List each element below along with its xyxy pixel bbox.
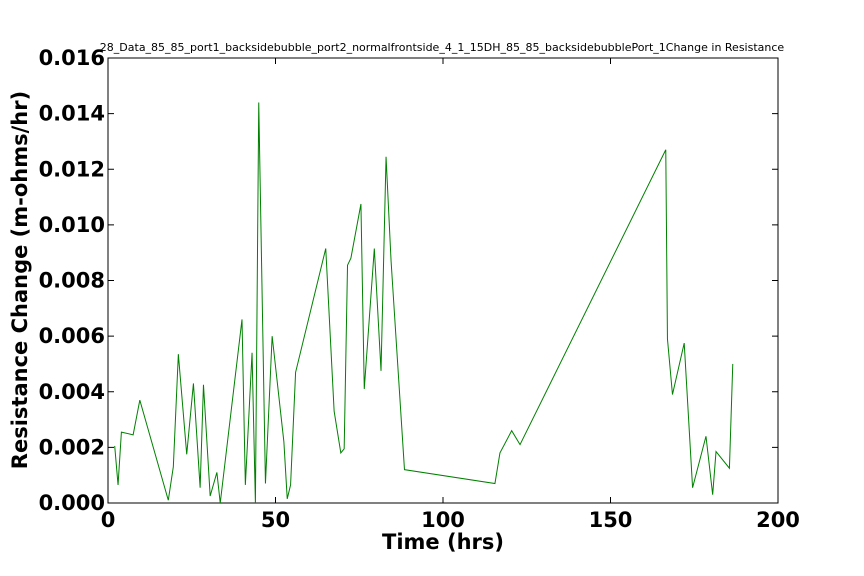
series-line bbox=[114, 102, 734, 504]
y-tick-label: 0.010 bbox=[39, 213, 105, 237]
y-tick-label: 0.002 bbox=[39, 435, 105, 459]
y-tick-label: 0.000 bbox=[39, 491, 105, 515]
y-tick-label: 0.014 bbox=[39, 102, 105, 126]
x-tick-label: 0 bbox=[101, 508, 116, 532]
chart-title: 28_Data_85_85_port1_backsidebubble_port2… bbox=[100, 41, 785, 54]
x-tick-label: 50 bbox=[261, 508, 290, 532]
x-tick-label: 150 bbox=[589, 508, 633, 532]
ticks-layer: 0 50 100 150 200 0.000 0.002 0.004 0.006 0.008 0.0… bbox=[39, 46, 800, 532]
y-tick-label: 0.006 bbox=[39, 324, 105, 348]
y-tick-label: 0.012 bbox=[39, 157, 105, 181]
x-axis-label: Time (hrs) bbox=[382, 530, 504, 554]
y-tick-label: 0.008 bbox=[39, 269, 105, 293]
x-tick-label: 100 bbox=[421, 508, 465, 532]
series-layer bbox=[114, 102, 734, 504]
y-axis-label: Resistance Change (m-ohms/hr) bbox=[8, 91, 32, 469]
plot-area bbox=[107, 57, 779, 504]
y-tick-label: 0.004 bbox=[39, 380, 105, 404]
y-tick-label: 0.016 bbox=[39, 46, 105, 70]
x-tick-label: 200 bbox=[756, 508, 800, 532]
